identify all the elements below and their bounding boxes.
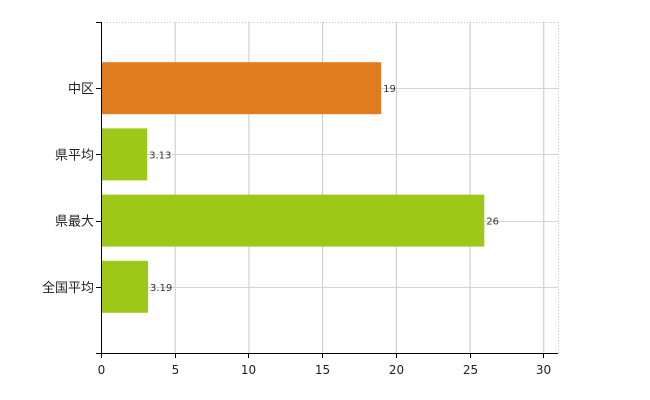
x-tick-label-0: 0 [98, 363, 106, 377]
bar-3 [101, 260, 149, 313]
x-tick-label-2: 10 [241, 363, 256, 377]
bar-2 [101, 194, 485, 247]
bars [101, 62, 485, 313]
x-tick-label-4: 20 [389, 363, 404, 377]
x-tick-label-5: 25 [463, 363, 478, 377]
data-label-3: 3.19 [150, 283, 172, 294]
category-label-1: 県平均 [55, 148, 94, 163]
bar-0 [101, 62, 382, 115]
category-label-0: 中区 [68, 82, 94, 97]
data-label-0: 19 [383, 84, 396, 95]
category-label-3: 全国平均 [42, 280, 94, 296]
data-label-1: 3.13 [149, 150, 171, 161]
data-label-2: 26 [486, 217, 499, 228]
x-tick-label-6: 30 [536, 363, 551, 377]
x-tick-label-1: 5 [172, 363, 180, 377]
category-label-2: 県最大 [55, 215, 94, 230]
x-tick-label-3: 15 [315, 363, 330, 377]
axes [96, 22, 558, 358]
bar-1 [101, 128, 148, 181]
